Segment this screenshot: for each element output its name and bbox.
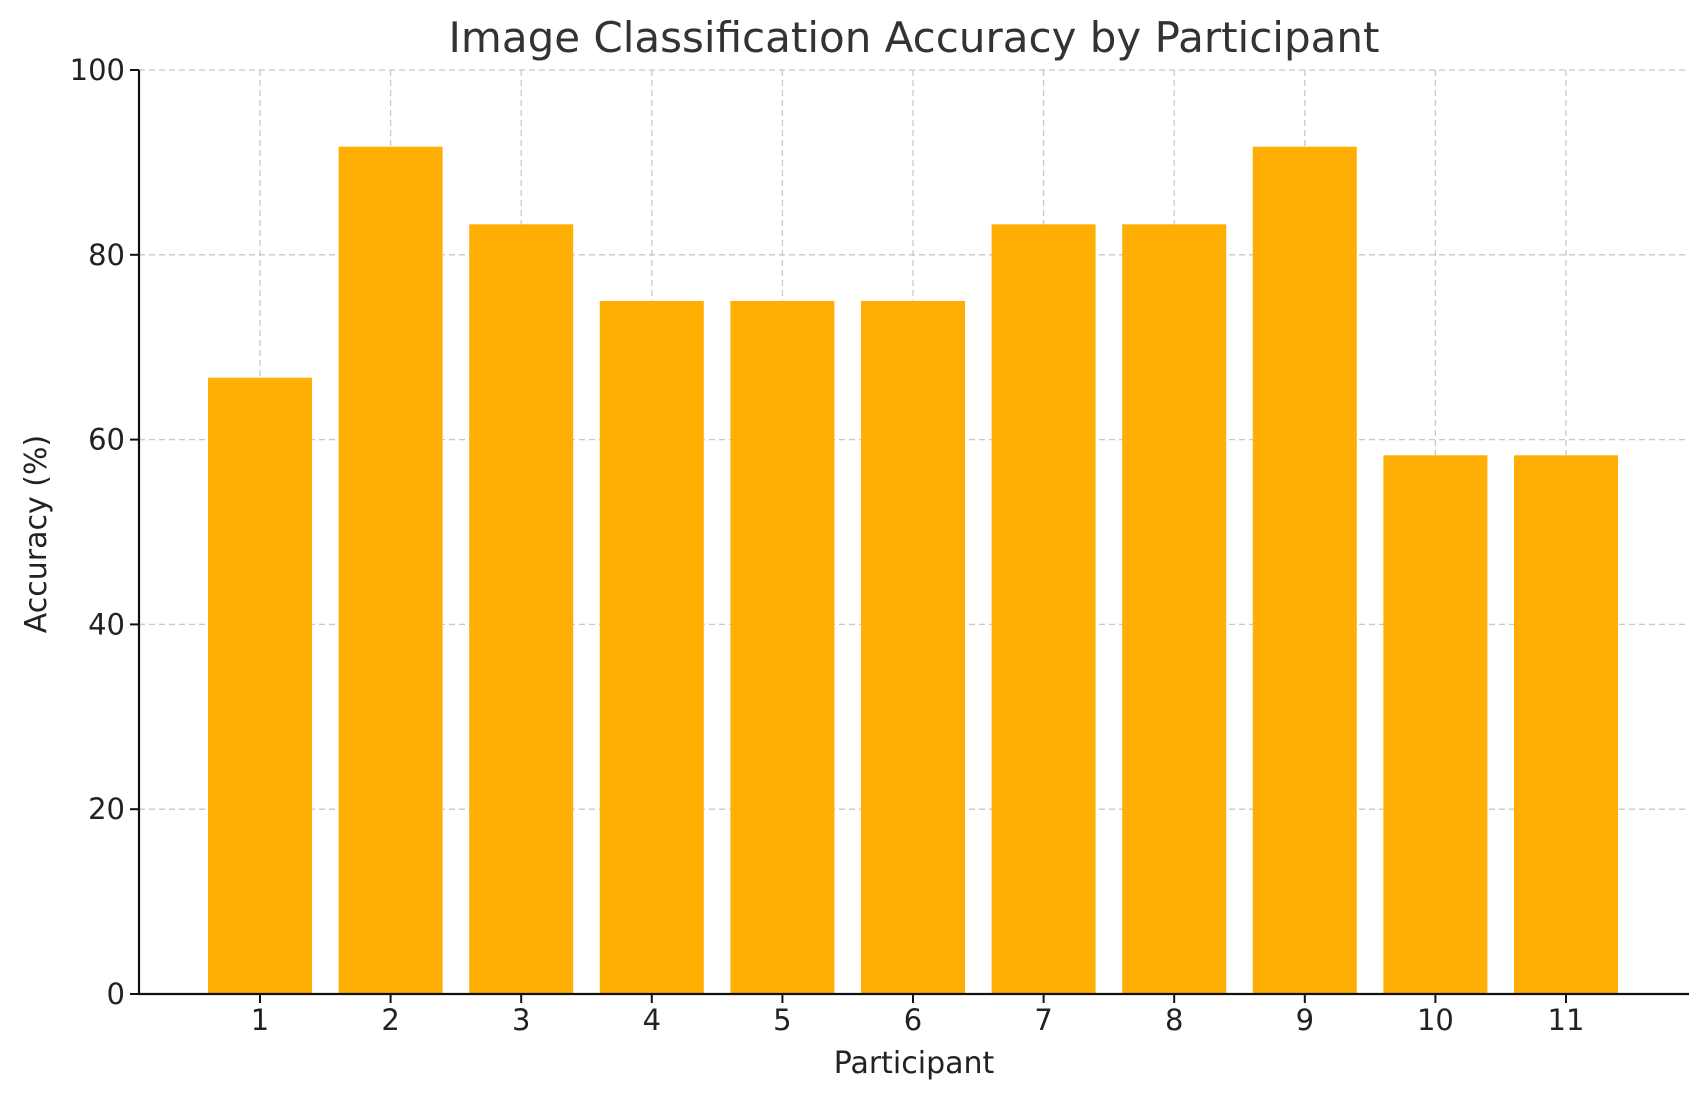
bar-participant-5 (730, 301, 835, 994)
bar-participant-4 (599, 301, 704, 994)
x-tick-label: 3 (512, 1003, 530, 1037)
x-tick-label: 1 (251, 1003, 269, 1037)
x-tick-label: 4 (643, 1003, 661, 1037)
y-tick-label: 80 (88, 238, 125, 272)
bar-participant-7 (991, 224, 1096, 995)
tick-labels: 0 20 40 60 80 100 1 2 3 4 5 6 7 8 9 10 11 (70, 53, 1585, 1037)
x-tick-label: 2 (381, 1003, 399, 1037)
bar-participant-10 (1383, 455, 1488, 995)
x-tick-label: 9 (1296, 1003, 1314, 1037)
y-tick-label: 40 (88, 607, 125, 641)
bar-participant-2 (338, 146, 443, 994)
bar-participant-9 (1252, 146, 1357, 994)
bar-participant-8 (1122, 224, 1227, 995)
bar-participant-3 (469, 224, 574, 995)
axes (130, 69, 1689, 1003)
bar-participant-11 (1514, 455, 1618, 995)
x-tick-label: 5 (773, 1003, 791, 1037)
x-axis-label: Participant (834, 1046, 995, 1081)
x-tick-label: 7 (1034, 1003, 1052, 1037)
x-tick-label: 8 (1165, 1003, 1183, 1037)
chart-title: Image Classification Accuracy by Partici… (449, 13, 1380, 62)
x-tick-label: 10 (1417, 1003, 1454, 1037)
y-tick-label: 60 (88, 423, 125, 457)
y-tick-label: 0 (107, 977, 125, 1011)
bar-participant-1 (208, 377, 312, 994)
y-axis-label: Accuracy (%) (19, 435, 54, 633)
x-tick-label: 11 (1548, 1003, 1585, 1037)
bar-participant-6 (861, 301, 965, 994)
y-tick-label: 20 (88, 792, 125, 826)
bars (208, 146, 1618, 995)
y-tick-label: 100 (70, 53, 125, 87)
x-tick-label: 6 (904, 1003, 922, 1037)
